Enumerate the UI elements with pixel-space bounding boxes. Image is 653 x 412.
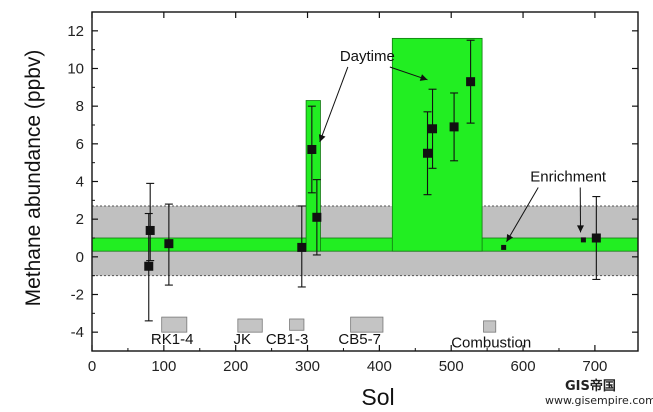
campaign-marker (483, 320, 497, 333)
campaign-label: JK (234, 331, 252, 348)
y-tick-label: 4 (76, 174, 84, 191)
spike-bar (391, 37, 483, 252)
axes-layer: 0 100 200 300 400 500 600 700 -4 -2 0 2 4 6 8 10 12 (67, 11, 639, 375)
x-tick-label: 200 (223, 358, 248, 375)
annotation-arrowhead (506, 233, 514, 242)
watermark-url: www.gisempire.com (545, 394, 653, 407)
background-level-bar (91, 237, 639, 252)
annotation-arrow (319, 66, 349, 143)
spike-bar (305, 100, 321, 252)
data-point (312, 212, 322, 222)
x-tick-label: 400 (367, 358, 392, 375)
y-tick-label: 2 (76, 211, 84, 228)
campaign-marker (161, 316, 188, 333)
campaign-marker (350, 316, 384, 333)
data-point (145, 225, 155, 235)
campaign-label: CB5-7 (338, 331, 381, 348)
x-tick-label: 0 (88, 358, 96, 375)
annotation-label: Enrichment (530, 169, 607, 186)
watermark: GIS帝国 www.gisempire.com (545, 378, 653, 407)
x-tick-label: 300 (295, 358, 320, 375)
data-point (307, 144, 317, 154)
data-point (423, 148, 433, 158)
data-point (428, 124, 438, 134)
campaign-label: CB1-3 (266, 331, 309, 348)
y-axis-title: Methane abundance (ppbv) (22, 50, 45, 307)
annotation-arrow (506, 187, 539, 243)
plot-layer: RK1-4 JK CB1-3 CB5-7 Combustion Daytime Enrich… (91, 37, 639, 352)
y-tick-label: 10 (67, 61, 84, 78)
y-tick-label: -2 (71, 287, 84, 304)
annotation-arrowhead (419, 74, 428, 81)
data-point (449, 122, 459, 132)
x-axis-title: Sol (361, 384, 394, 410)
x-tick-label: 600 (511, 358, 536, 375)
annotation-arrowhead (576, 225, 584, 233)
x-tick-label: 700 (582, 358, 607, 375)
campaign-label: RK1-4 (151, 331, 194, 348)
y-tick-label: 8 (76, 98, 84, 115)
annotation-arrowhead (318, 134, 326, 142)
x-tick-label: 100 (151, 358, 176, 375)
data-point (591, 233, 601, 243)
data-point (297, 242, 307, 252)
data-point (164, 239, 174, 249)
y-tick-label: 6 (76, 136, 84, 153)
x-tick-label: 500 (439, 358, 464, 375)
watermark-logo-text: GIS帝国 (565, 378, 616, 394)
data-point (466, 77, 476, 87)
y-tick-label: 12 (67, 23, 84, 40)
campaign-marker (289, 318, 305, 331)
data-point (501, 244, 507, 250)
campaign-marker (237, 318, 263, 333)
y-tick-label: -4 (71, 324, 84, 341)
campaign-label: Combustion (451, 335, 531, 352)
data-point (580, 237, 586, 243)
annotation-label: Daytime (340, 48, 395, 65)
y-tick-label: 0 (76, 249, 84, 266)
data-point (144, 261, 154, 271)
